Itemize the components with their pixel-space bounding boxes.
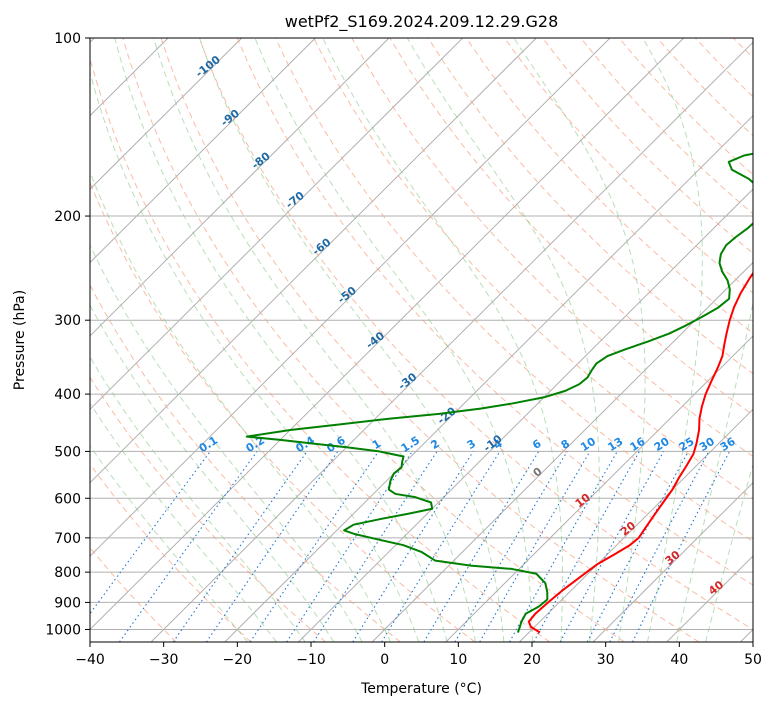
y-tick-label: 800 bbox=[54, 565, 81, 581]
temperature-profile-line bbox=[527, 271, 753, 634]
x-tick-label: 50 bbox=[744, 652, 762, 668]
x-tick-label: −20 bbox=[223, 652, 253, 668]
x-tick-label: 0 bbox=[380, 652, 389, 668]
moist-adiabat-line bbox=[90, 70, 420, 642]
x-tick-label: 10 bbox=[449, 652, 467, 668]
dry-adiabat-line bbox=[313, 38, 753, 500]
mixing-ratio-line bbox=[423, 451, 540, 642]
y-tick-label: 400 bbox=[54, 387, 81, 403]
x-tick-label: 20 bbox=[523, 652, 541, 668]
dry-adiabat-line bbox=[504, 38, 753, 294]
isotherm-gridline bbox=[90, 38, 685, 631]
mixing-ratio-line bbox=[286, 451, 413, 642]
moist-adiabat-line bbox=[705, 462, 753, 642]
isotherm-gridline bbox=[445, 335, 753, 642]
mixing-ratio-line bbox=[559, 451, 665, 642]
moist-adiabat-line bbox=[642, 38, 703, 642]
moist-adiabat-line bbox=[322, 38, 563, 642]
mixing-ratio-line bbox=[172, 451, 308, 642]
mixing-ratio-line bbox=[352, 451, 474, 642]
plot-frame bbox=[89, 37, 754, 643]
moist-adiabat-line bbox=[254, 38, 533, 642]
moist-adiabat-line bbox=[114, 38, 448, 642]
moist-adiabat-line bbox=[406, 38, 600, 642]
moist-adiabat-line bbox=[90, 402, 277, 642]
moist-adiabat-line bbox=[90, 304, 335, 642]
isotherm-gridline bbox=[90, 38, 611, 557]
dry-adiabat-line bbox=[90, 56, 551, 642]
mixing-ratio-line bbox=[313, 451, 438, 642]
dry-adiabat-line bbox=[90, 463, 252, 642]
moist-adiabat-line bbox=[676, 300, 753, 642]
dewpoint-profile-line bbox=[245, 152, 753, 633]
dry-adiabat-line bbox=[236, 38, 753, 586]
mixing-ratio-line bbox=[381, 451, 501, 642]
isotherm-gridline bbox=[519, 408, 753, 642]
moist-adiabat-line bbox=[90, 243, 363, 642]
mixing-ratio-line bbox=[119, 451, 258, 642]
isotherm-gridline bbox=[90, 38, 537, 484]
mixing-ratio-line bbox=[205, 451, 339, 642]
isotherm-gridline bbox=[90, 38, 316, 264]
x-tick-label: −10 bbox=[296, 652, 326, 668]
x-tick-label: −30 bbox=[149, 652, 179, 668]
y-tick-label: 1000 bbox=[45, 622, 81, 638]
y-tick-label: 200 bbox=[54, 209, 81, 225]
isotherm-gridline bbox=[90, 38, 464, 410]
y-tick-label: 900 bbox=[54, 595, 81, 611]
x-tick-label: 40 bbox=[670, 652, 688, 668]
isotherm-gridline bbox=[592, 481, 753, 642]
y-tick-label: 700 bbox=[54, 531, 81, 547]
y-tick-label: 600 bbox=[54, 491, 81, 507]
mixing-ratio-line bbox=[454, 451, 568, 642]
moist-adiabat-line bbox=[90, 170, 391, 642]
dry-adiabat-line bbox=[198, 38, 753, 631]
y-axis-label: Pressure (hPa) bbox=[12, 290, 28, 390]
isotherm-gridline bbox=[90, 38, 243, 190]
y-tick-label: 500 bbox=[54, 444, 81, 460]
isotherm-gridline bbox=[150, 41, 753, 642]
y-tick-label: 300 bbox=[54, 313, 81, 329]
y-tick-label: 100 bbox=[54, 31, 81, 47]
moist-adiabat-line bbox=[153, 38, 476, 642]
moist-adiabat-line bbox=[90, 445, 248, 642]
moist-adiabat-line bbox=[199, 38, 505, 642]
isotherm-gridline bbox=[224, 115, 753, 642]
isotherm-gridline bbox=[371, 261, 753, 642]
dry-adiabat-line bbox=[160, 38, 700, 642]
x-tick-label: −40 bbox=[75, 652, 105, 668]
x-axis-label: Temperature (°C) bbox=[360, 681, 482, 697]
moist-adiabat-line bbox=[90, 356, 306, 642]
moist-adiabat-line bbox=[513, 38, 646, 642]
axis-ticks: −40 −30 −20 −10 0 10 20 30 40 50 1000 900 800 700 600 5… bbox=[45, 31, 762, 668]
mixing-ratio-line bbox=[249, 451, 379, 642]
x-tick-label: 30 bbox=[597, 652, 615, 668]
chart-title: wetPf2_S169.2024.209.12.29.G28 bbox=[285, 12, 559, 32]
isotherm-gridline bbox=[90, 38, 390, 337]
